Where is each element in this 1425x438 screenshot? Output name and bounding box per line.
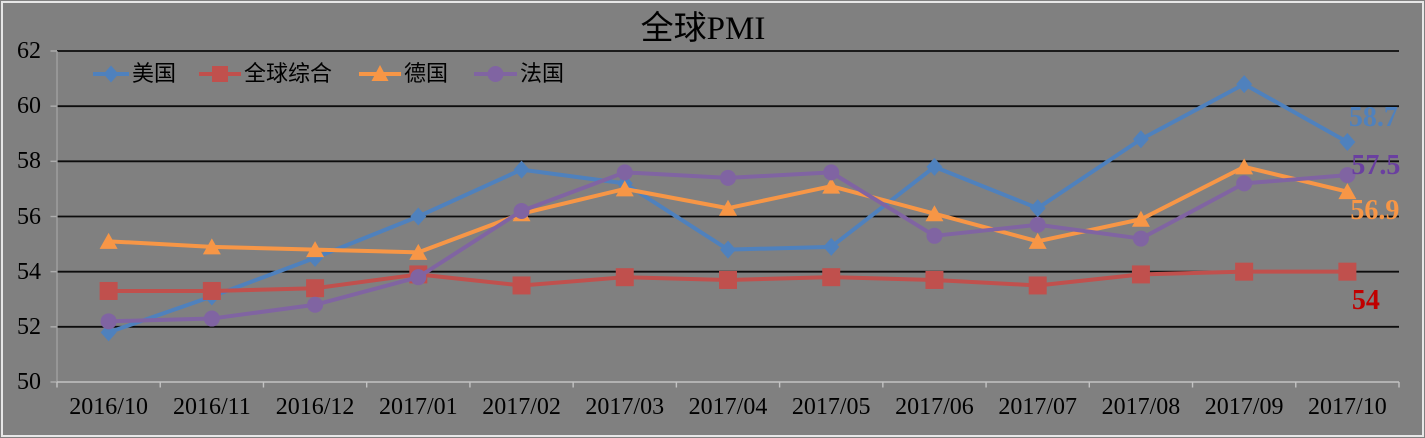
y-tick-label: 54: [17, 258, 41, 285]
point-marker: [100, 313, 117, 330]
point-marker: [1236, 175, 1253, 192]
y-tick-label: 56: [17, 203, 41, 230]
point-marker: [99, 232, 118, 249]
point-marker: [925, 270, 944, 289]
point-marker: [1339, 167, 1356, 184]
legend-label-us: 美国: [132, 61, 177, 86]
point-marker: [822, 177, 841, 194]
point-marker: [615, 180, 634, 197]
data-label-germany: 56.9: [1350, 194, 1400, 226]
point-marker: [306, 241, 325, 258]
point-marker: [822, 268, 841, 287]
point-marker: [410, 207, 427, 226]
point-marker: [1338, 262, 1357, 281]
diamond-marker-icon: [93, 65, 129, 83]
point-marker: [925, 205, 944, 222]
point-marker: [513, 160, 530, 179]
x-tick-label: 2017/06: [895, 394, 974, 420]
point-marker: [1132, 130, 1149, 149]
triangle-marker-icon: [359, 65, 401, 81]
point-marker: [720, 240, 736, 259]
y-tick-label: 62: [17, 38, 41, 64]
point-marker: [823, 237, 840, 256]
point-marker: [1132, 230, 1149, 247]
point-marker: [719, 199, 737, 216]
x-tick-label: 2017/02: [482, 394, 561, 420]
point-marker: [306, 279, 325, 298]
data-label-us: 58.7: [1348, 102, 1398, 134]
chart-title: 全球PMI: [640, 11, 766, 47]
point-marker: [202, 238, 221, 255]
point-marker: [926, 157, 943, 176]
x-tick-label: 2016/10: [69, 394, 148, 420]
point-marker: [1028, 276, 1047, 295]
point-marker: [1131, 265, 1150, 284]
point-marker: [1235, 158, 1254, 175]
legend-item-france: 法国: [474, 61, 564, 87]
data-label-global: 54: [1351, 284, 1380, 316]
point-marker: [719, 270, 737, 289]
x-tick-label: 2017/09: [1204, 394, 1284, 420]
data-label-france: 57.5: [1351, 150, 1401, 182]
legend-item-us: 美国: [93, 61, 176, 87]
point-marker: [1028, 232, 1047, 249]
point-marker: [823, 164, 840, 181]
point-marker: [616, 164, 633, 181]
legend-item-global: 全球综合: [199, 61, 332, 87]
y-tick-label: 50: [17, 369, 41, 395]
circle-marker-icon: [474, 66, 517, 82]
point-marker: [1236, 75, 1253, 94]
point-marker: [720, 169, 736, 186]
point-marker: [410, 269, 427, 286]
point-marker: [512, 276, 531, 295]
x-tick-label: 2017/10: [1308, 394, 1387, 420]
point-marker: [513, 202, 530, 219]
point-marker: [203, 310, 220, 327]
point-marker: [202, 281, 221, 300]
point-marker: [307, 296, 324, 313]
point-marker: [1339, 133, 1356, 152]
point-marker: [99, 281, 118, 300]
x-tick-label: 2017/01: [378, 394, 458, 420]
point-marker: [926, 227, 943, 244]
square-marker-icon: [199, 66, 241, 82]
point-marker: [1029, 199, 1046, 218]
x-tick-label: 2016/12: [275, 394, 355, 420]
legend-label-france: 法国: [520, 61, 565, 86]
legend-label-germany: 德国: [404, 61, 449, 86]
y-tick-label: 52: [17, 313, 41, 340]
x-tick-label: 2017/07: [998, 394, 1078, 420]
legend-item-germany: 德国: [359, 61, 448, 87]
point-marker: [1029, 216, 1046, 233]
point-marker: [1131, 210, 1150, 227]
x-tick-label: 2017/04: [688, 394, 768, 420]
y-tick-label: 60: [17, 93, 41, 120]
x-tick-label: 2017/03: [585, 394, 665, 420]
point-marker: [1235, 262, 1254, 281]
point-marker: [615, 268, 634, 287]
y-tick-label: 58: [17, 148, 41, 175]
point-marker: [1338, 183, 1357, 200]
x-tick-label: 2017/08: [1101, 394, 1181, 420]
x-tick-label: 2016/11: [172, 394, 251, 420]
legend-label-global: 全球综合: [244, 61, 333, 86]
x-tick-label: 2017/05: [791, 394, 871, 420]
point-marker: [409, 243, 428, 260]
